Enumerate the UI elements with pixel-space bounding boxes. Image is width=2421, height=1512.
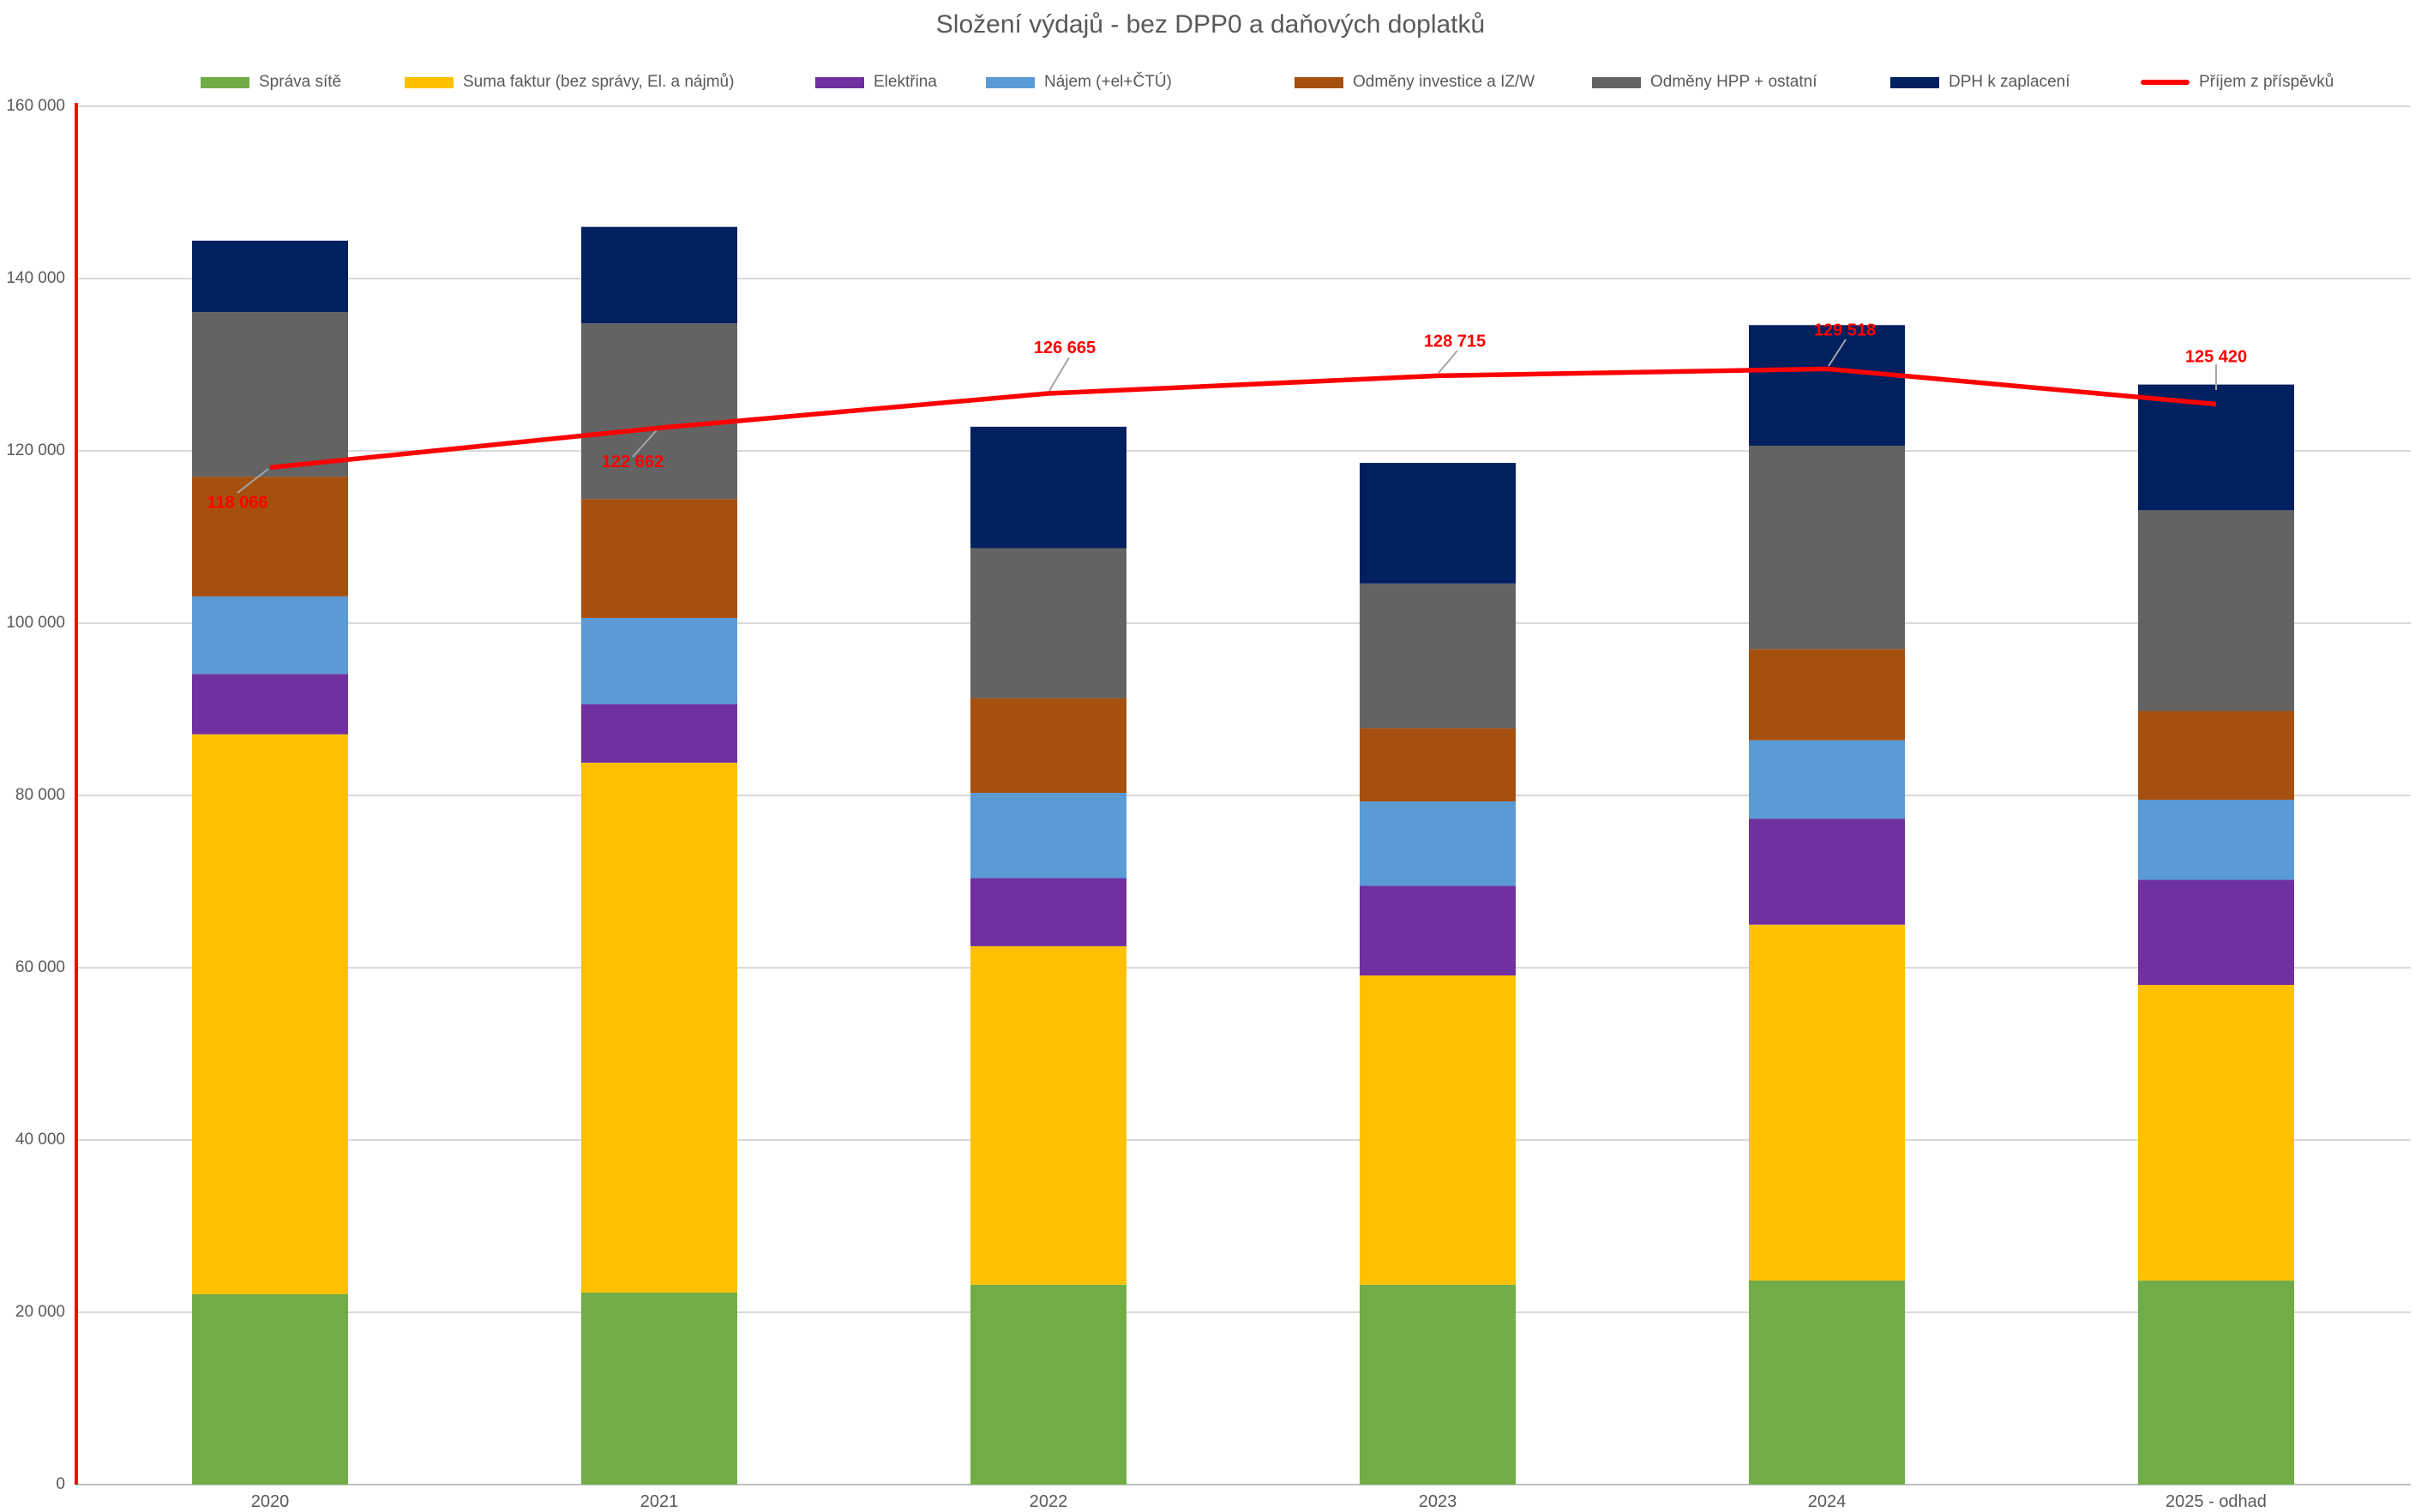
- bar-segment[interactable]: [192, 477, 348, 597]
- bar-segment[interactable]: [970, 548, 1126, 699]
- legend-color-swatch-icon: [1592, 76, 1641, 88]
- bar-segment[interactable]: [581, 499, 737, 618]
- line-data-label[interactable]: 128 715: [1424, 332, 1486, 351]
- bar-segment[interactable]: [1360, 885, 1516, 976]
- bar-segment[interactable]: [581, 1292, 737, 1485]
- y-tick-label: 160 000: [6, 97, 65, 115]
- bar-segment[interactable]: [970, 1284, 1126, 1485]
- legend-item-label: Příjem z příspěvků: [2199, 73, 2334, 91]
- bar-segment[interactable]: [581, 226, 737, 324]
- bar-segment[interactable]: [2138, 384, 2294, 511]
- bar-segment[interactable]: [1749, 325, 1905, 446]
- x-category-label: 2024: [1808, 1492, 1847, 1511]
- bar-segment[interactable]: [2138, 879, 2294, 986]
- line-data-label[interactable]: 129 518: [1814, 321, 1876, 339]
- legend-item[interactable]: Nájem (+el+ČTÚ): [986, 72, 1172, 93]
- bar-segment[interactable]: [1749, 649, 1905, 741]
- bar-segment[interactable]: [1749, 924, 1905, 1281]
- label-leader-line: [1438, 350, 1458, 374]
- bar-segment[interactable]: [970, 792, 1126, 879]
- y-tick-label: 0: [56, 1475, 65, 1493]
- legend-item[interactable]: Suma faktur (bez správy, El. a nájmů): [405, 72, 734, 93]
- bar-segment[interactable]: [581, 762, 737, 1293]
- legend: Správa sítě Suma faktur (bez správy, El. …: [0, 72, 2421, 94]
- bar-segment[interactable]: [1749, 819, 1905, 925]
- legend-item-label: DPH k zaplacení: [1949, 73, 2070, 91]
- label-leader-line: [632, 429, 658, 458]
- bar-segment[interactable]: [1749, 740, 1905, 819]
- label-leader-line: [1048, 357, 1070, 392]
- bar-segment[interactable]: [2138, 711, 2294, 801]
- label-leader-line: [237, 468, 269, 494]
- bar-segment[interactable]: [2138, 1280, 2294, 1485]
- y-tick-label: 120 000: [6, 441, 65, 459]
- legend-color-swatch-icon: [986, 76, 1035, 88]
- bar-segment[interactable]: [1360, 801, 1516, 886]
- legend-color-swatch-icon: [815, 76, 864, 88]
- bar-segment[interactable]: [192, 596, 348, 675]
- legend-item-label: Odměny investice a IZ/W: [1353, 73, 1535, 91]
- line-data-label[interactable]: 118 066: [207, 493, 267, 512]
- bar-segment[interactable]: [581, 617, 737, 705]
- bar-segment[interactable]: [970, 426, 1126, 549]
- legend-color-swatch-icon: [405, 76, 454, 88]
- bar-segment[interactable]: [192, 312, 348, 477]
- bar-segment[interactable]: [970, 945, 1126, 1285]
- bar-segment[interactable]: [970, 698, 1126, 793]
- label-leader-line: [1828, 339, 1847, 367]
- y-tick-label: 40 000: [15, 1131, 65, 1149]
- x-category-label: 2020: [251, 1492, 290, 1511]
- income-line-series[interactable]: [269, 366, 2217, 471]
- x-category-label: 2023: [1419, 1492, 1457, 1511]
- legend-item-label: Správa sítě: [259, 73, 342, 91]
- legend-item-label: Suma faktur (bez správy, El. a nájmů): [463, 73, 735, 91]
- legend-item-label: Nájem (+el+ČTÚ): [1044, 73, 1172, 91]
- bar-segment[interactable]: [192, 674, 348, 735]
- bar-segment[interactable]: [581, 323, 737, 500]
- legend-item[interactable]: Elektřina: [815, 72, 937, 93]
- legend-color-swatch-icon: [201, 76, 249, 88]
- y-tick-label: 60 000: [15, 958, 65, 976]
- y-tick-label: 100 000: [6, 614, 65, 632]
- legend-item-label: Elektřina: [874, 73, 937, 91]
- legend-line-swatch-icon: [2141, 80, 2190, 85]
- x-category-label: 2022: [1030, 1492, 1068, 1511]
- bar-segment[interactable]: [1749, 445, 1905, 650]
- bar-segment[interactable]: [192, 734, 348, 1294]
- bar-segment[interactable]: [1360, 583, 1516, 729]
- y-tick-label: 20 000: [15, 1303, 65, 1321]
- bar-segment[interactable]: [2138, 510, 2294, 711]
- line-data-label[interactable]: 125 420: [2185, 348, 2247, 367]
- legend-item-label: Odměny HPP + ostatní: [1650, 73, 1817, 91]
- bar-segment[interactable]: [1360, 463, 1516, 584]
- legend-item[interactable]: DPH k zaplacení: [1890, 72, 2070, 93]
- bar-segment[interactable]: [1749, 1280, 1905, 1485]
- chart-title[interactable]: Složení výdajů - bez DPP0 a daňových dop…: [935, 10, 1486, 39]
- line-data-label[interactable]: 126 665: [1034, 339, 1096, 357]
- x-category-label: 2021: [640, 1492, 679, 1511]
- bar-segment[interactable]: [2138, 985, 2294, 1281]
- y-tick-label: 80 000: [15, 786, 65, 804]
- legend-item[interactable]: Odměny HPP + ostatní: [1592, 72, 1817, 93]
- legend-item[interactable]: Odměny investice a IZ/W: [1295, 72, 1535, 93]
- bar-segment[interactable]: [192, 240, 348, 313]
- bar-segment[interactable]: [1360, 1284, 1516, 1485]
- bar-segment[interactable]: [970, 878, 1126, 946]
- bar-segment[interactable]: [581, 704, 737, 763]
- bar-segment[interactable]: [192, 1293, 348, 1485]
- bar-segment[interactable]: [1360, 728, 1516, 802]
- bar-segment[interactable]: [1360, 975, 1516, 1285]
- legend-color-swatch-icon: [1890, 76, 1939, 88]
- legend-item[interactable]: Příjem z příspěvků: [2141, 72, 2334, 93]
- legend-item[interactable]: Správa sítě: [201, 72, 341, 93]
- x-category-label: 2025 - odhad: [2166, 1492, 2267, 1511]
- y-tick-label: 140 000: [6, 269, 65, 287]
- line-data-label[interactable]: 122 662: [602, 453, 664, 471]
- bar-segment[interactable]: [2138, 800, 2294, 880]
- legend-color-swatch-icon: [1295, 76, 1343, 88]
